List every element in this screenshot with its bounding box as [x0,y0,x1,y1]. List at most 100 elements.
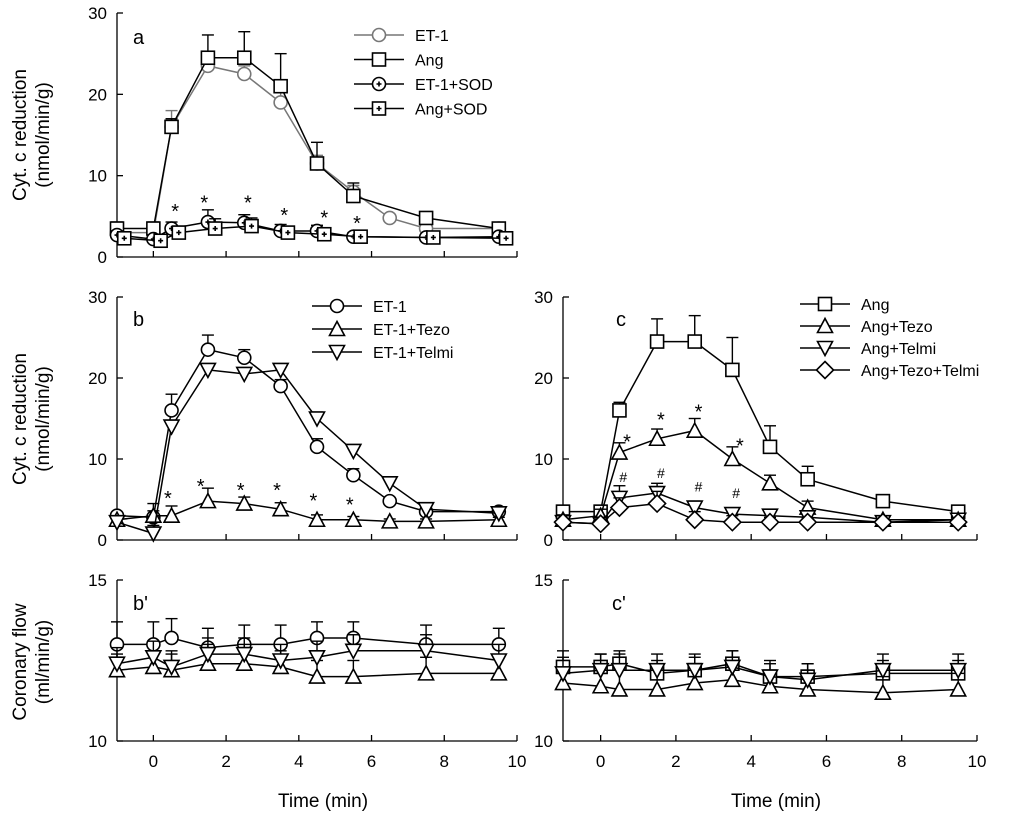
series-line [562,666,959,681]
y-tick-label-c-prime: 15 [534,571,553,590]
series-line [562,492,959,525]
data-point [199,491,217,509]
data-point [346,188,361,204]
data-point [610,443,629,460]
y-tick-label-a: 30 [88,4,107,23]
y-tick-label-a: 10 [88,167,107,186]
data-point [760,512,780,532]
data-point [144,526,163,543]
y-axis-label-flow-unit: (ml/min/g) [33,620,54,704]
significance-star: * [164,488,172,510]
legend-label: ET-1+SOD [415,77,493,94]
data-point [382,493,398,509]
data-point [685,500,704,517]
data-point [344,443,363,461]
series-line [563,340,959,513]
data-point-center [158,238,164,244]
panel-c: 0 10 20 30 c * * * * # # # # Ang Ang+Tezo Ang+Telmi Ang+… [534,288,979,550]
y-tick-label-b-prime: 15 [88,571,107,590]
panel-label-a: a [133,27,145,49]
x-tick-label-c-prime: 0 [596,752,605,771]
x-tick-label-b-prime: 6 [367,752,376,771]
series-line [562,679,959,694]
legend-marker [816,340,834,358]
data-point [948,512,968,532]
significance-hash: # [619,469,627,485]
series-b-prime-2 [108,634,508,677]
significance-star: * [237,480,245,502]
legend-label: Ang+Telmi [861,341,936,358]
data-point [273,78,288,94]
data-point [798,672,817,690]
x-tick-label-c-prime: 10 [968,752,987,771]
panel-label-b: b [133,309,144,331]
legend-marker [371,27,387,43]
legend-marker-center [376,106,382,111]
legend-marker [817,296,833,312]
data-point [108,656,126,673]
data-point [725,362,740,378]
significance-star: * [200,193,208,215]
data-point [648,662,666,680]
data-point [309,439,325,455]
data-point [762,439,778,455]
data-point-center [358,234,364,240]
data-point [489,664,508,681]
data-point [235,646,254,664]
data-point [761,474,779,491]
data-point [162,659,181,677]
panel-c-prime: 10 15 0 2 4 6 8 10 c' [534,571,986,771]
data-point [489,505,508,523]
series-line [116,650,499,668]
legend-marker [328,319,346,337]
significance-star: * [623,431,631,453]
series-c-3 [553,490,968,534]
y-tick-label-c: 10 [534,450,553,469]
data-point-center [212,226,218,232]
significance-star: * [309,490,317,512]
data-point [591,677,610,694]
data-point [647,493,667,514]
panel-label-c: c [616,309,626,331]
legend-marker [371,52,387,67]
data-point [273,95,288,110]
data-point [164,630,179,646]
data-point [723,670,742,688]
x-tick-label-c-prime: 6 [822,752,831,771]
x-axis-label-right: Time (min) [731,791,821,812]
data-point [648,429,666,447]
data-point [418,210,434,226]
y-tick-label-a: 20 [88,85,107,104]
data-point [949,662,968,680]
data-point-center [321,231,327,237]
series-b-prime-1 [108,643,508,684]
x-tick-label-b-prime: 2 [221,752,230,771]
data-point [609,497,630,518]
data-point [873,512,893,532]
series-a-3 [116,217,514,249]
legend-label: ET-1+Tezo [373,322,450,339]
legend-marker [328,344,346,362]
y-tick-label-b: 30 [88,288,107,307]
series-line [117,56,499,230]
legend-label: Ang+Tezo [861,319,933,336]
x-tick-label-b-prime: 8 [440,752,449,771]
series-line [562,502,959,525]
significance-hash: # [657,465,665,481]
legend-label: Ang [415,53,443,70]
legend-marker [329,298,345,314]
data-point [200,342,216,357]
data-point [271,500,290,517]
data-point [554,666,572,683]
data-point [874,683,892,701]
legend-label: Ang+SOD [415,102,487,119]
data-point [344,643,363,661]
data-point [722,512,742,532]
significance-star: * [695,401,703,423]
data-point [723,449,742,467]
data-point-center [176,230,182,236]
data-point [649,334,665,349]
data-point [489,653,508,670]
y-tick-label-b: 0 [98,531,107,550]
